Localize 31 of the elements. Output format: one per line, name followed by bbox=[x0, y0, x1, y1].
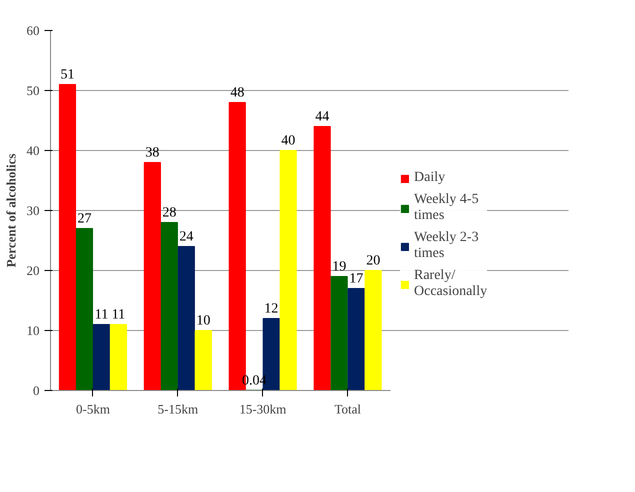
y-tick-label: 40 bbox=[26, 143, 40, 158]
data-label: 17 bbox=[349, 272, 364, 286]
data-label: 48 bbox=[230, 86, 244, 100]
y-tick-label: 30 bbox=[26, 203, 40, 218]
data-label: 11 bbox=[94, 308, 108, 322]
legend-label: Daily bbox=[414, 170, 446, 186]
y-tick-label: 20 bbox=[26, 263, 40, 278]
data-label: 11 bbox=[112, 308, 126, 322]
data-label: 44 bbox=[315, 110, 330, 124]
data-label: 38 bbox=[145, 146, 160, 160]
x-tick-label: 15-30km bbox=[239, 402, 286, 416]
legend-label: Rarely/ Occasionally bbox=[414, 268, 488, 300]
y-axis-title: Percent of alcoholics bbox=[4, 154, 18, 268]
y-tick-label: 10 bbox=[26, 323, 40, 338]
y-tick-label: 50 bbox=[26, 83, 40, 98]
y-tick-label: 60 bbox=[26, 23, 40, 38]
data-label: 28 bbox=[162, 206, 176, 220]
x-tick-label: 5-15km bbox=[158, 402, 198, 416]
legend-label: Weekly 2-3 times bbox=[414, 230, 479, 262]
data-label: 51 bbox=[60, 68, 74, 82]
data-label: 24 bbox=[179, 230, 194, 244]
data-label: 40 bbox=[281, 134, 296, 148]
data-label: 20 bbox=[366, 254, 380, 268]
data-label: 27 bbox=[77, 212, 92, 226]
data-label: 10 bbox=[196, 314, 210, 328]
data-label: 12 bbox=[264, 302, 278, 316]
legend-label: Weekly 4-5 times bbox=[414, 192, 479, 224]
x-tick-label: Total bbox=[334, 402, 362, 416]
x-tick-label: 0-5km bbox=[76, 402, 110, 416]
data-label: 19 bbox=[332, 260, 346, 274]
y-tick-label: 0 bbox=[33, 383, 40, 398]
